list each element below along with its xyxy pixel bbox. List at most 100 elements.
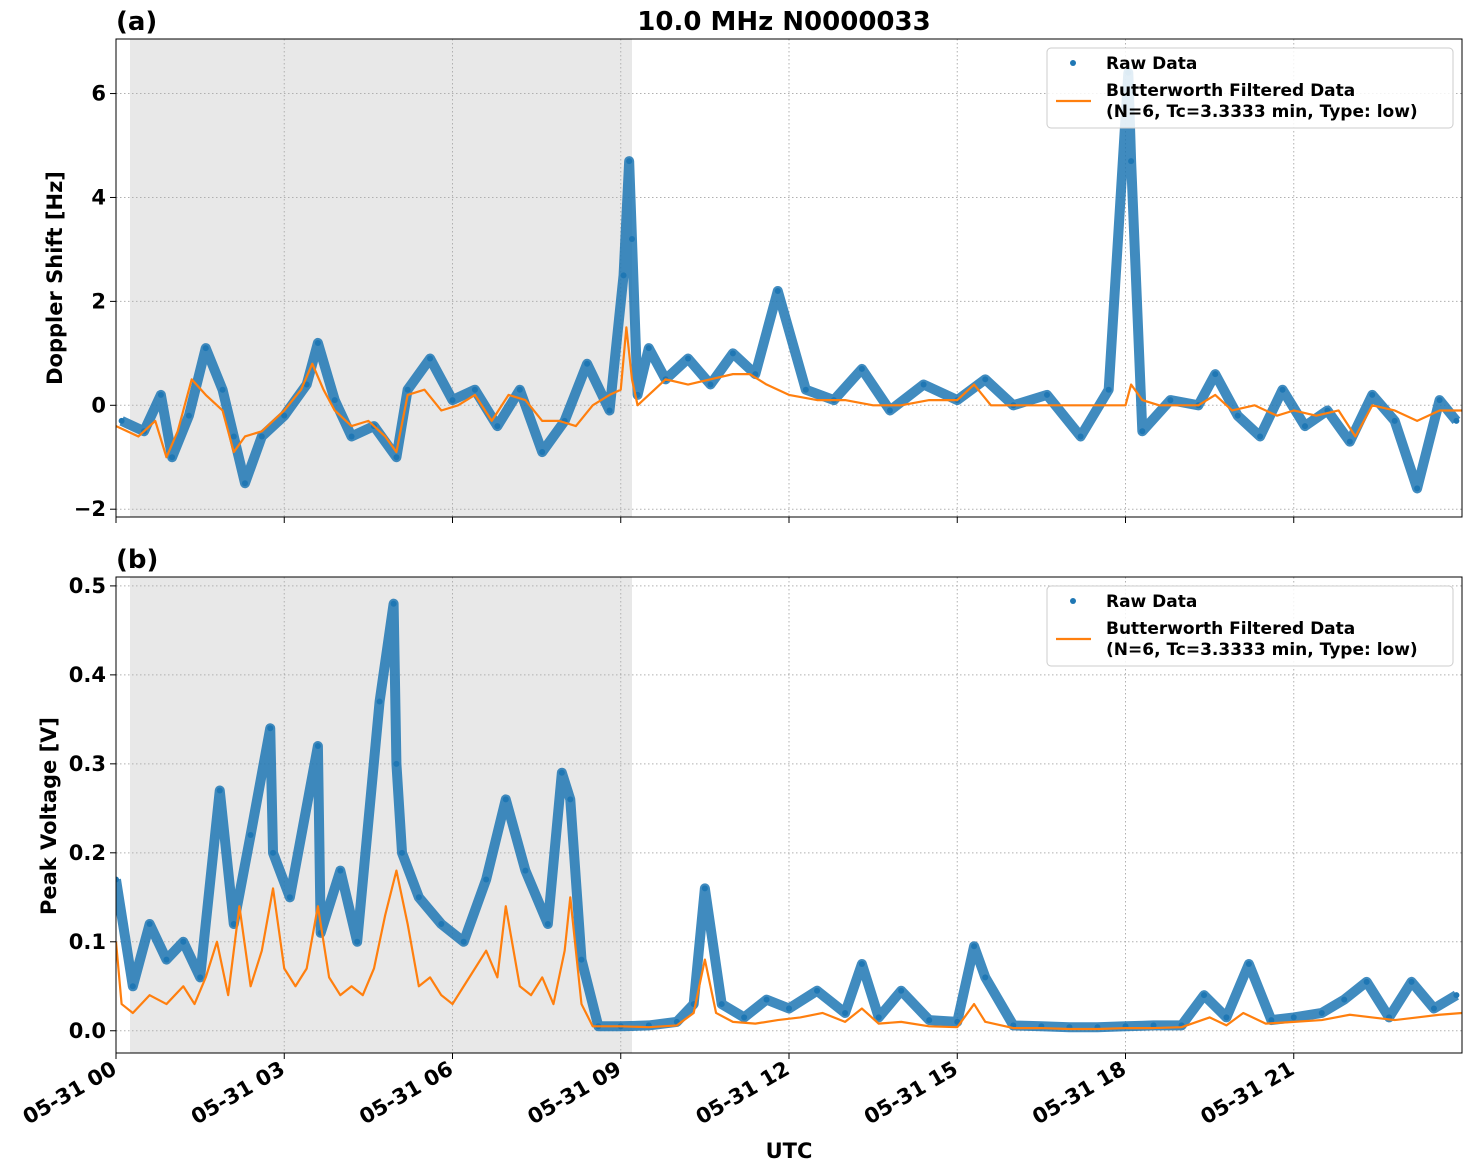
y-tick-label: 0.4 <box>69 663 106 687</box>
panel-b-legend: Raw Data Butterworth Filtered Data (N=6,… <box>1046 585 1454 667</box>
y-tick-label: 0.5 <box>69 574 106 598</box>
raw-data-point <box>982 974 989 981</box>
raw-data-point <box>1223 1014 1230 1021</box>
legend-filtered-params: (N=6, Tc=3.3333 min, Type: low) <box>1106 102 1418 122</box>
figure-title: 10.0 MHz N0000033 <box>637 7 930 37</box>
raw-data-point <box>645 345 652 352</box>
y-tick-label: 0.0 <box>69 1019 106 1043</box>
raw-data-point <box>606 407 613 414</box>
raw-data-cloud <box>119 67 1461 494</box>
legend-raw-label: Raw Data <box>1106 592 1197 612</box>
raw-data-point <box>1201 992 1208 999</box>
y-tick-label: 4 <box>91 185 106 209</box>
y-tick-label: 6 <box>91 82 106 106</box>
raw-data-point <box>415 894 422 901</box>
raw-data-point <box>1363 978 1370 985</box>
legend-filtered-label: Butterworth Filtered Data <box>1106 619 1355 639</box>
raw-data-point <box>1128 158 1135 165</box>
x-tick-label: 05-31 09 <box>523 1057 625 1130</box>
raw-data-point <box>707 381 714 388</box>
raw-data-point <box>331 397 338 404</box>
raw-data-point <box>926 1017 933 1024</box>
raw-data-point <box>393 760 400 767</box>
raw-data-point <box>1043 391 1050 398</box>
raw-data-point <box>1212 371 1219 378</box>
raw-data-point <box>774 287 781 294</box>
raw-data-point <box>303 381 310 388</box>
raw-data-point <box>858 365 865 372</box>
panel-b-ylabel: Peak Voltage [V] <box>37 717 61 915</box>
panel-a-doppler-shift: (a) Doppler Shift [Hz] −2 0 2 4 6 Raw Data B… <box>43 7 1463 523</box>
raw-data-point <box>1245 961 1252 968</box>
panel-a-legend: Raw Data Butterworth Filtered Data (N=6,… <box>1046 47 1454 129</box>
raw-data-point <box>584 360 591 367</box>
raw-data-point <box>1279 386 1286 393</box>
raw-data-point <box>1150 1022 1157 1029</box>
raw-data-point <box>1430 1005 1437 1012</box>
panel-b-plot-area: 0.0 0.1 0.2 0.3 0.4 0.5 <box>69 574 1463 1059</box>
raw-data-point <box>471 386 478 393</box>
raw-data-point <box>427 355 434 362</box>
panel-b-label: (b) <box>116 545 158 575</box>
raw-data-point <box>393 454 400 461</box>
raw-data-point <box>1290 1014 1297 1021</box>
raw-data-point <box>118 417 125 424</box>
raw-data-point <box>146 920 153 927</box>
raw-data-point <box>270 849 277 856</box>
raw-data-point <box>390 600 397 607</box>
raw-data-point <box>483 876 490 883</box>
raw-data-point <box>620 272 627 279</box>
raw-data-point <box>1257 433 1264 440</box>
raw-data-point <box>404 386 411 393</box>
raw-data-point <box>1139 428 1146 435</box>
raw-data-point <box>1234 412 1241 419</box>
raw-data-point <box>1077 433 1084 440</box>
raw-data-point <box>230 920 237 927</box>
x-tick-label: 05-31 18 <box>1028 1057 1130 1130</box>
raw-data-point <box>898 987 905 994</box>
x-tick-labels: 05-31 00 05-31 03 05-31 06 05-31 09 05-31 12… <box>19 1057 1299 1130</box>
y-tick-label: 0 <box>91 393 106 417</box>
raw-data-point <box>258 433 265 440</box>
y-tick-label: 0.2 <box>69 841 106 865</box>
raw-data-point <box>971 943 978 950</box>
raw-data-point <box>219 386 226 393</box>
raw-data-point <box>281 412 288 419</box>
filtered-data-line <box>116 869 1462 1031</box>
raw-data-point <box>802 386 809 393</box>
raw-data-point <box>875 1014 882 1021</box>
raw-data-point <box>197 974 204 981</box>
raw-data-point <box>494 423 501 430</box>
raw-data-point <box>267 725 274 732</box>
raw-data-point <box>685 355 692 362</box>
panel-b-peak-voltage: (b) Peak Voltage [V] 0.00.10.20.30.40.5 … <box>37 545 1463 1059</box>
raw-data-point <box>202 345 209 352</box>
raw-data-point <box>314 743 321 750</box>
x-tick-label: 05-31 21 <box>1196 1057 1298 1130</box>
y-tick-label: 0.1 <box>69 930 106 954</box>
raw-data-point <box>842 1009 849 1016</box>
raw-data-point <box>886 407 893 414</box>
legend-frame <box>1046 47 1454 129</box>
raw-data-point <box>567 796 574 803</box>
raw-data-point <box>399 849 406 856</box>
legend-raw-label: Raw Data <box>1106 54 1197 74</box>
y-tick-label: −2 <box>74 497 106 521</box>
raw-data-point <box>163 956 170 963</box>
raw-data-point <box>169 454 176 461</box>
raw-data-point <box>1436 397 1443 404</box>
raw-data-point <box>729 350 736 357</box>
raw-data-point <box>1346 438 1353 445</box>
raw-data-point <box>628 236 635 243</box>
raw-data-point <box>982 376 989 383</box>
x-axis-label: UTC <box>766 1139 813 1163</box>
raw-data-point <box>539 449 546 456</box>
night-shading <box>130 39 632 517</box>
raw-data-point <box>129 983 136 990</box>
raw-data-point <box>858 961 865 968</box>
x-tick-label: 05-31 06 <box>355 1057 457 1130</box>
raw-data-point <box>438 920 445 927</box>
raw-data-point <box>1369 391 1376 398</box>
raw-data-point <box>376 698 383 705</box>
raw-data-point <box>460 938 467 945</box>
